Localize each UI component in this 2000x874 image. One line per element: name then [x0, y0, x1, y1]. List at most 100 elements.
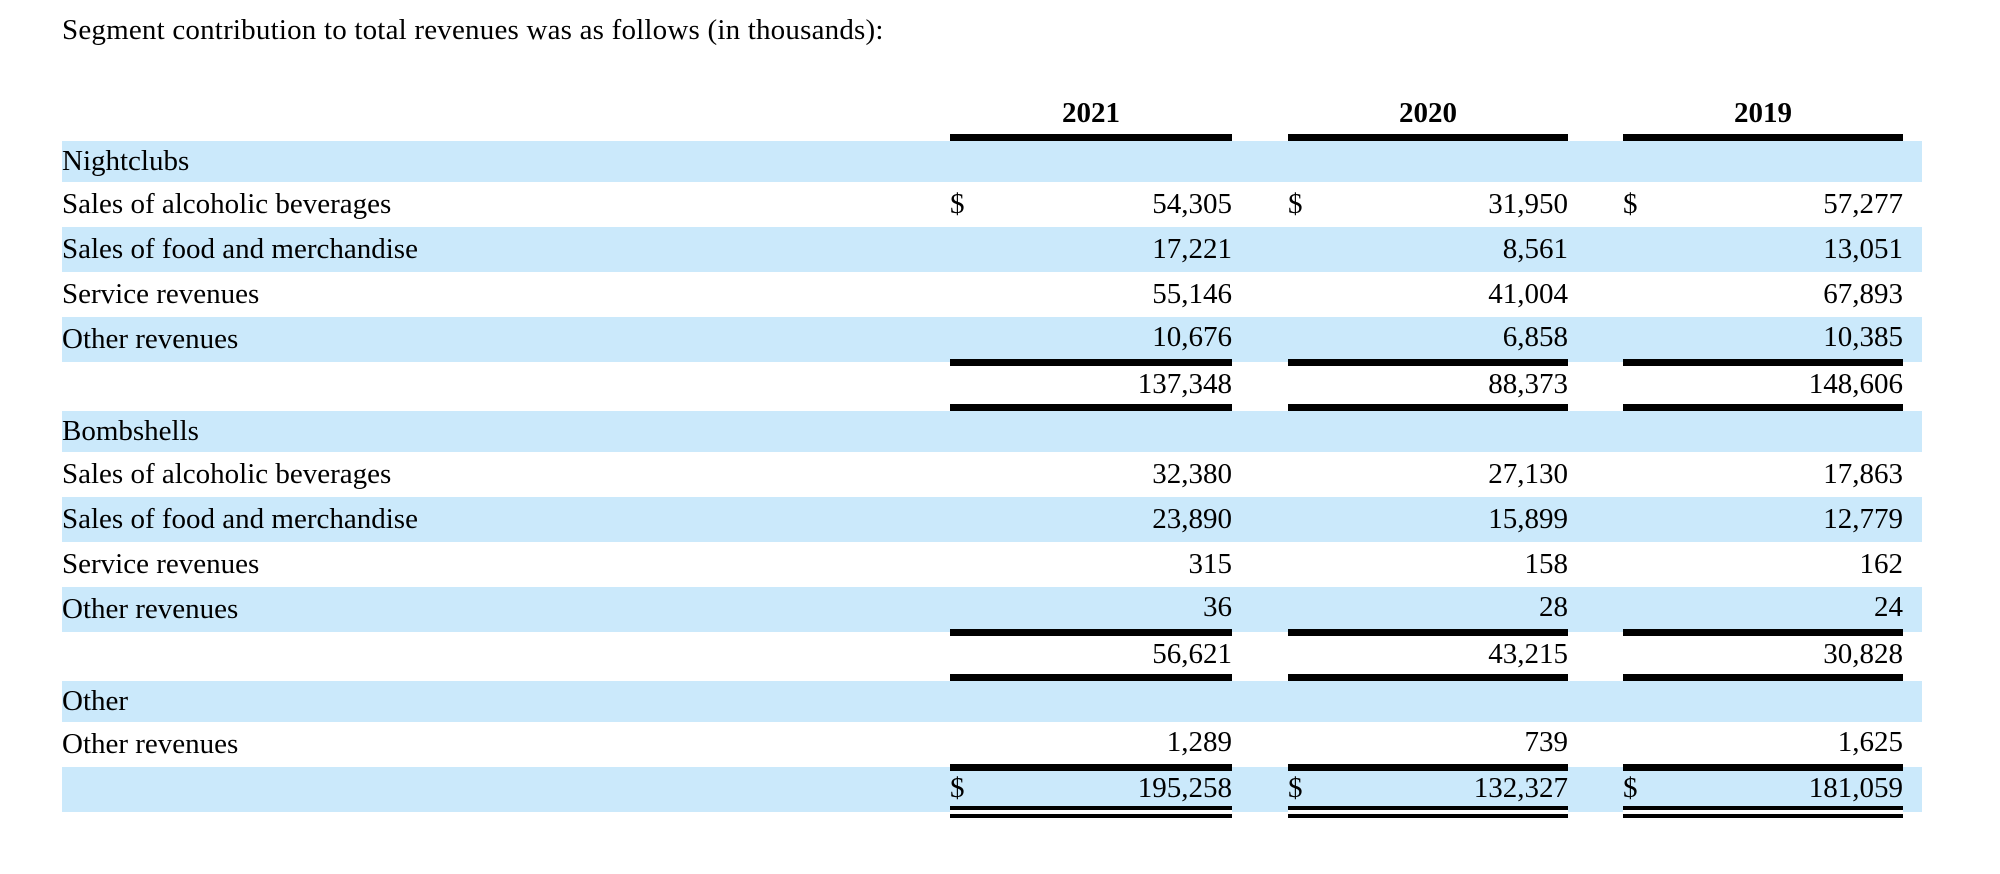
- right-pad: [1903, 452, 1922, 497]
- section-header-bombshells: Bombshells: [62, 407, 1922, 452]
- table-header-row: 2021 2020 2019: [62, 93, 1922, 141]
- currency-spacer: [1623, 452, 1685, 497]
- currency-spacer: [950, 362, 1012, 411]
- section-header-other: Other: [62, 677, 1922, 722]
- currency-spacer: [950, 542, 1012, 587]
- row-label: [62, 632, 950, 677]
- dollar-sign: $: [1623, 188, 1638, 220]
- table-row: Sales of alcoholic beverages 32,380 27,1…: [62, 452, 1922, 497]
- section-header-nightclubs: Nightclubs: [62, 137, 1922, 182]
- value-2020: 8,561: [1350, 227, 1568, 272]
- column-gap: [1232, 362, 1288, 407]
- column-gap: [1232, 587, 1288, 632]
- currency-spacer: [1288, 722, 1350, 771]
- value-2021: 1,289: [1012, 722, 1232, 771]
- currency-spacer: [1623, 317, 1685, 366]
- value-2019: 162: [1859, 548, 1904, 580]
- column-gap: [1568, 272, 1623, 317]
- currency-spacer: [950, 632, 1012, 681]
- table-row: Other revenues 36 28 24: [62, 587, 1922, 636]
- currency-spacer: [1623, 227, 1685, 272]
- row-label: [62, 362, 950, 407]
- section-label: Nightclubs: [62, 137, 1922, 182]
- row-label: Sales of food and merchandise: [62, 227, 950, 272]
- value-2021: 23,890: [1012, 497, 1232, 542]
- subtotal-2020: 88,373: [1350, 362, 1568, 411]
- right-pad: [1903, 587, 1922, 632]
- currency-spacer: [950, 317, 1012, 366]
- segment-revenue-table: 2021 2020 2019 Nightclubs Sales of alcoh…: [62, 93, 1922, 818]
- row-label: Service revenues: [62, 548, 260, 580]
- table-row: Service revenues 55,146 41,004 67,893: [62, 272, 1922, 317]
- dollar-sign: $: [1288, 188, 1303, 220]
- currency-spacer: [1623, 497, 1685, 542]
- dollar-sign: $: [1288, 767, 1350, 818]
- value-2021: 36: [1012, 587, 1232, 636]
- column-gap: [1568, 632, 1623, 677]
- year-column-header-2019: 2019: [1623, 93, 1903, 141]
- right-pad: [1903, 227, 1922, 272]
- currency-spacer: [1623, 632, 1685, 681]
- right-pad: [1903, 632, 1922, 677]
- currency-spacer: [1288, 542, 1350, 587]
- currency-spacer: [1288, 362, 1350, 411]
- currency-spacer: [1623, 362, 1685, 411]
- value-2020: 15,899: [1350, 497, 1568, 542]
- column-gap: [1568, 767, 1623, 812]
- value-2020: 41,004: [1488, 278, 1568, 310]
- value-2021: 54,305: [1152, 188, 1232, 220]
- currency-spacer: [1288, 227, 1350, 272]
- header-spacer: [62, 93, 950, 137]
- currency-spacer: [950, 497, 1012, 542]
- subtotal-2020: 43,215: [1350, 632, 1568, 681]
- value-2021: 315: [1188, 548, 1233, 580]
- column-gap: [1232, 632, 1288, 677]
- dollar-sign: $: [950, 767, 1012, 818]
- value-2020: 28: [1350, 587, 1568, 636]
- row-label: Sales of alcoholic beverages: [62, 458, 392, 490]
- value-2021: 17,221: [1012, 227, 1232, 272]
- column-gap: [1232, 497, 1288, 542]
- value-2019: 12,779: [1685, 497, 1903, 542]
- subtotal-2019: 30,828: [1685, 632, 1903, 681]
- currency-spacer: [1288, 632, 1350, 681]
- value-2020: 739: [1350, 722, 1568, 771]
- column-gap: [1568, 587, 1623, 632]
- dollar-sign: $: [1623, 767, 1685, 818]
- column-gap: [1232, 317, 1288, 362]
- value-2019: 13,051: [1685, 227, 1903, 272]
- grand-total-row: $ 195,258 $ 132,327 $ 181,059: [62, 767, 1922, 818]
- currency-spacer: [950, 587, 1012, 636]
- subtotal-2019: 148,606: [1685, 362, 1903, 411]
- right-pad: [1903, 317, 1922, 362]
- column-gap: [1232, 182, 1288, 227]
- column-gap: [1568, 93, 1623, 137]
- currency-spacer: [950, 452, 1012, 497]
- right-pad: [1903, 767, 1922, 812]
- table-row: Sales of food and merchandise 17,221 8,5…: [62, 227, 1922, 272]
- value-2019: 17,863: [1823, 458, 1903, 490]
- column-gap: [1568, 317, 1623, 362]
- row-label: [62, 767, 950, 812]
- currency-spacer: [1623, 722, 1685, 771]
- table-row: Sales of food and merchandise 23,890 15,…: [62, 497, 1922, 542]
- currency-spacer: [950, 722, 1012, 771]
- value-2020: 6,858: [1350, 317, 1568, 366]
- table-row: Other revenues 10,676 6,858 10,385: [62, 317, 1922, 366]
- total-2021: 195,258: [1012, 767, 1232, 818]
- column-gap: [1568, 542, 1623, 587]
- value-2021: 55,146: [1152, 278, 1232, 310]
- currency-spacer: [1623, 272, 1685, 317]
- currency-spacer: [950, 227, 1012, 272]
- row-label: Other revenues: [62, 317, 950, 362]
- row-label: Sales of food and merchandise: [62, 497, 950, 542]
- page-title: Segment contribution to total revenues w…: [62, 14, 884, 46]
- row-label: Service revenues: [62, 278, 260, 310]
- column-gap: [1232, 452, 1288, 497]
- subtotal-2021: 56,621: [1012, 632, 1232, 681]
- value-2020: 31,950: [1488, 188, 1568, 220]
- currency-spacer: [1288, 587, 1350, 636]
- right-pad: [1903, 542, 1922, 587]
- value-2021: 10,676: [1012, 317, 1232, 366]
- value-2019: 67,893: [1823, 278, 1903, 310]
